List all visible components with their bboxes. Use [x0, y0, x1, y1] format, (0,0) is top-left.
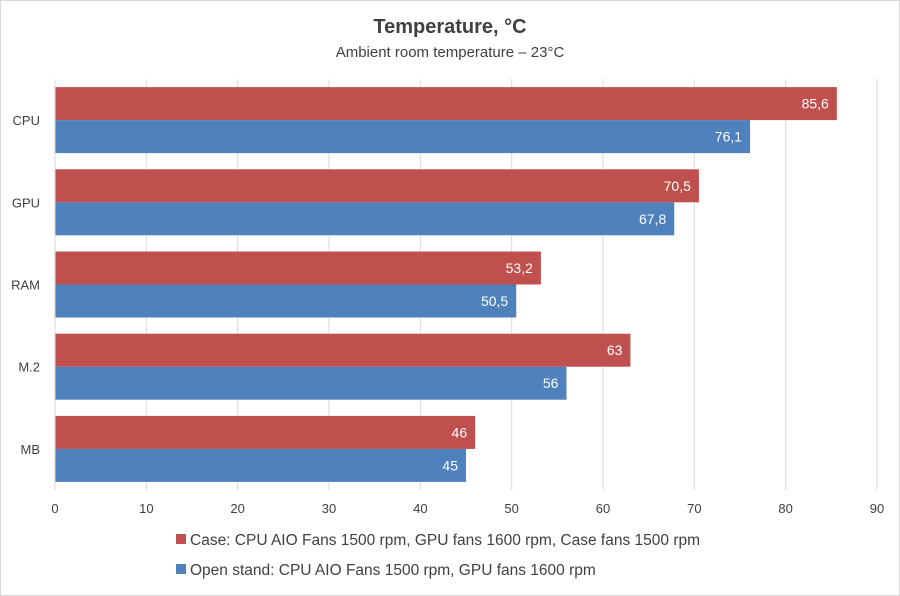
category-label: M.2 [18, 360, 40, 375]
legend-swatch [176, 534, 186, 544]
bar-case-mb [55, 415, 476, 449]
x-tick-label: 40 [413, 501, 427, 516]
data-label: 85,6 [802, 96, 829, 112]
x-tick-label: 70 [687, 501, 701, 516]
x-tick-label: 20 [230, 501, 244, 516]
legend-swatch [176, 564, 186, 574]
data-label: 56 [543, 375, 559, 391]
x-tick-label: 0 [51, 501, 58, 516]
data-label: 45 [442, 457, 458, 473]
axes: 0 10 20 30 40 50 60 70 80 90 CPU GPU RAM M.2 MB [11, 79, 884, 516]
x-tick-label: 30 [322, 501, 336, 516]
bar-case-m2 [55, 333, 631, 367]
bar-case-cpu [55, 87, 837, 121]
x-tick-label: 10 [139, 501, 153, 516]
bar-open-stand-m2 [55, 366, 567, 400]
bar-open-stand-ram [55, 284, 517, 318]
bar-open-stand-mb [55, 448, 466, 482]
bar-open-stand-gpu [55, 202, 675, 236]
bar-open-stand-cpu [55, 120, 751, 154]
category-label: CPU [13, 113, 40, 128]
legend-label: Case: CPU AIO Fans 1500 rpm, GPU fans 16… [190, 532, 700, 549]
category-label: MB [21, 442, 41, 457]
data-label: 50,5 [481, 293, 508, 309]
data-label: 63 [607, 342, 623, 358]
bars: 85,6 76,1 70,5 67,8 53,2 50,5 63 56 46 45 [55, 87, 837, 482]
chart-title: Temperature, °C [373, 16, 526, 38]
data-label: 46 [452, 424, 468, 440]
data-label: 53,2 [506, 260, 533, 276]
legend-label: Open stand: CPU AIO Fans 1500 rpm, GPU f… [190, 562, 596, 579]
category-label: GPU [12, 195, 40, 210]
category-label: RAM [11, 278, 40, 293]
bar-case-ram [55, 251, 541, 285]
x-tick-label: 90 [870, 501, 884, 516]
x-tick-label: 60 [596, 501, 610, 516]
data-label: 70,5 [664, 178, 691, 194]
chart-subtitle: Ambient room temperature – 23°C [336, 44, 565, 61]
data-label: 76,1 [715, 129, 742, 145]
legend: Case: CPU AIO Fans 1500 rpm, GPU fans 16… [176, 532, 700, 579]
bar-case-gpu [55, 169, 699, 203]
x-tick-label: 50 [504, 501, 518, 516]
x-tick-label: 80 [778, 501, 792, 516]
data-label: 67,8 [639, 211, 666, 227]
